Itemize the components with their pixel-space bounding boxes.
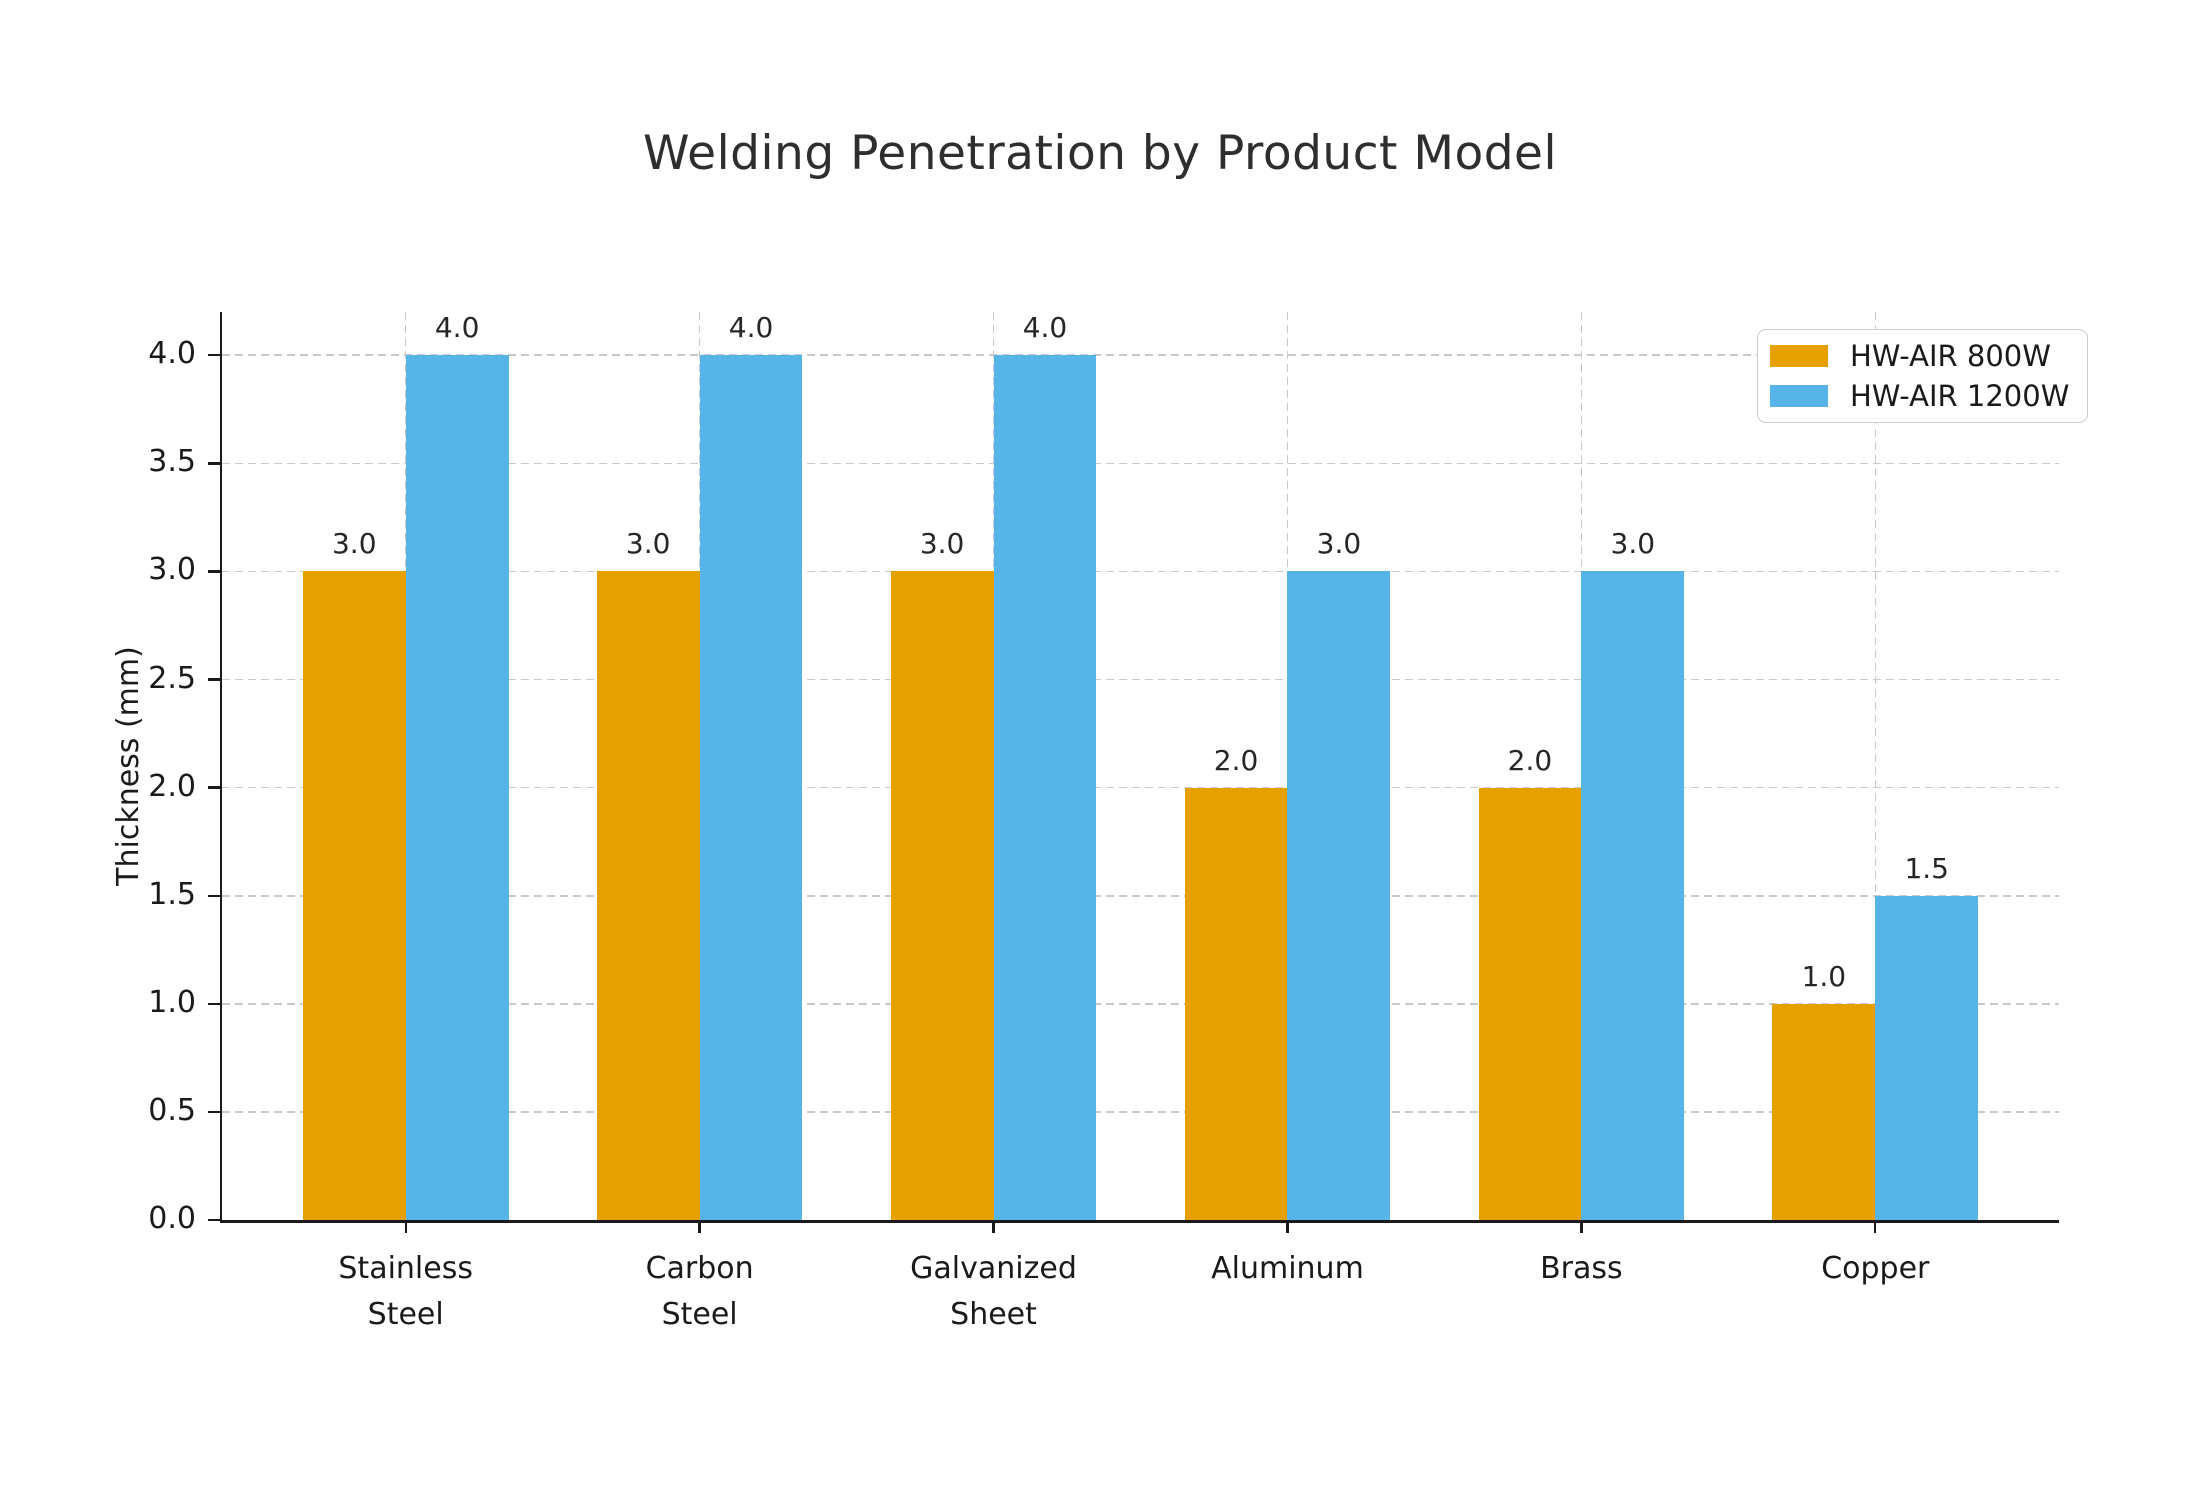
bar-value-label: 3.0 xyxy=(625,527,671,561)
bar-hw-air-800w-0 xyxy=(302,571,406,1220)
bar-hw-air-800w-3 xyxy=(1184,787,1288,1220)
bar-value-label: 2.0 xyxy=(1213,743,1259,777)
bar-hw-air-800w-2 xyxy=(890,571,994,1220)
y-gridline xyxy=(222,354,2059,357)
y-tick-label: 2.5 xyxy=(148,660,196,696)
y-tick xyxy=(207,1002,220,1005)
bar-hw-air-1200w-0 xyxy=(405,355,509,1220)
y-gridline xyxy=(222,462,2059,465)
bar-value-label: 1.5 xyxy=(1904,851,1949,885)
bar-value-label: 2.0 xyxy=(1507,743,1553,777)
bar-value-label: 3.0 xyxy=(331,527,377,561)
y-tick-label: 3.0 xyxy=(148,552,196,588)
y-tick-label: 0.0 xyxy=(148,1201,196,1236)
y-tick-label: 2.0 xyxy=(148,768,196,804)
bar-hw-air-800w-5 xyxy=(1772,1003,1876,1220)
y-gridline xyxy=(222,570,2059,573)
y-axis-spine xyxy=(219,312,222,1223)
bar-hw-air-1200w-2 xyxy=(993,355,1097,1220)
y-tick xyxy=(207,1110,220,1114)
x-tick-label: Stainless Steel xyxy=(338,1251,473,1332)
y-tick-label: 0.5 xyxy=(148,1092,196,1128)
bar-value-label: 4.0 xyxy=(1022,311,1068,345)
bar-hw-air-1200w-5 xyxy=(1875,895,1979,1220)
y-gridline xyxy=(222,894,2059,897)
y-tick xyxy=(207,1218,220,1222)
x-tick-label: Carbon Steel xyxy=(645,1251,754,1332)
bar-hw-air-1200w-3 xyxy=(1287,571,1391,1220)
x-tick-label: Copper xyxy=(1821,1251,1930,1286)
y-tick-label: 3.5 xyxy=(148,444,196,480)
y-tick xyxy=(207,678,220,681)
x-tick xyxy=(1580,1222,1583,1233)
bar-value-label: 3.0 xyxy=(919,527,965,561)
bar-hw-air-1200w-4 xyxy=(1581,571,1685,1220)
y-tick xyxy=(207,354,220,357)
y-tick xyxy=(207,462,220,465)
bar-value-label: 4.0 xyxy=(728,311,774,345)
y-gridline xyxy=(222,678,2059,681)
legend-item: HW-AIR 1200W xyxy=(1770,379,2070,413)
bar-hw-air-800w-4 xyxy=(1478,787,1582,1220)
x-tick xyxy=(1874,1222,1877,1233)
y-gridline xyxy=(222,1003,2059,1005)
x-gridline xyxy=(1874,312,1877,1220)
x-tick-label: Galvanized Sheet xyxy=(910,1251,1077,1332)
legend-label: HW-AIR 1200W xyxy=(1850,379,2070,413)
y-gridline xyxy=(222,786,2059,789)
x-tick xyxy=(992,1222,995,1233)
x-tick-label: Brass xyxy=(1540,1251,1623,1286)
bar-value-label: 3.0 xyxy=(1316,527,1362,561)
y-tick xyxy=(207,570,220,573)
legend-swatch-hw-air-800w xyxy=(1770,345,1828,367)
legend: HW-AIR 800W HW-AIR 1200W xyxy=(1757,329,2089,423)
x-tick xyxy=(698,1222,701,1233)
bar-hw-air-1200w-1 xyxy=(699,355,803,1220)
bar-value-label: 1.0 xyxy=(1801,959,1847,993)
legend-item: HW-AIR 800W xyxy=(1770,339,2069,373)
x-axis-spine xyxy=(219,1220,2059,1223)
bar-value-label: 4.0 xyxy=(434,311,480,345)
x-tick-label: Aluminum xyxy=(1211,1251,1364,1286)
legend-swatch-hw-air-1200w xyxy=(1770,385,1828,407)
y-tick-label: 4.0 xyxy=(148,336,196,372)
y-tick xyxy=(207,894,220,897)
bar-hw-air-800w-1 xyxy=(596,571,700,1220)
bar-value-label: 3.0 xyxy=(1610,527,1656,561)
y-gridline xyxy=(222,1111,2059,1113)
legend-label: HW-AIR 800W xyxy=(1850,339,2051,373)
x-tick xyxy=(404,1222,407,1233)
y-tick-label: 1.5 xyxy=(148,876,196,912)
y-tick-label: 1.0 xyxy=(148,984,196,1020)
y-tick xyxy=(207,786,220,789)
chart-title: Welding Penetration by Product Model xyxy=(642,126,1558,181)
x-tick xyxy=(1286,1222,1289,1233)
